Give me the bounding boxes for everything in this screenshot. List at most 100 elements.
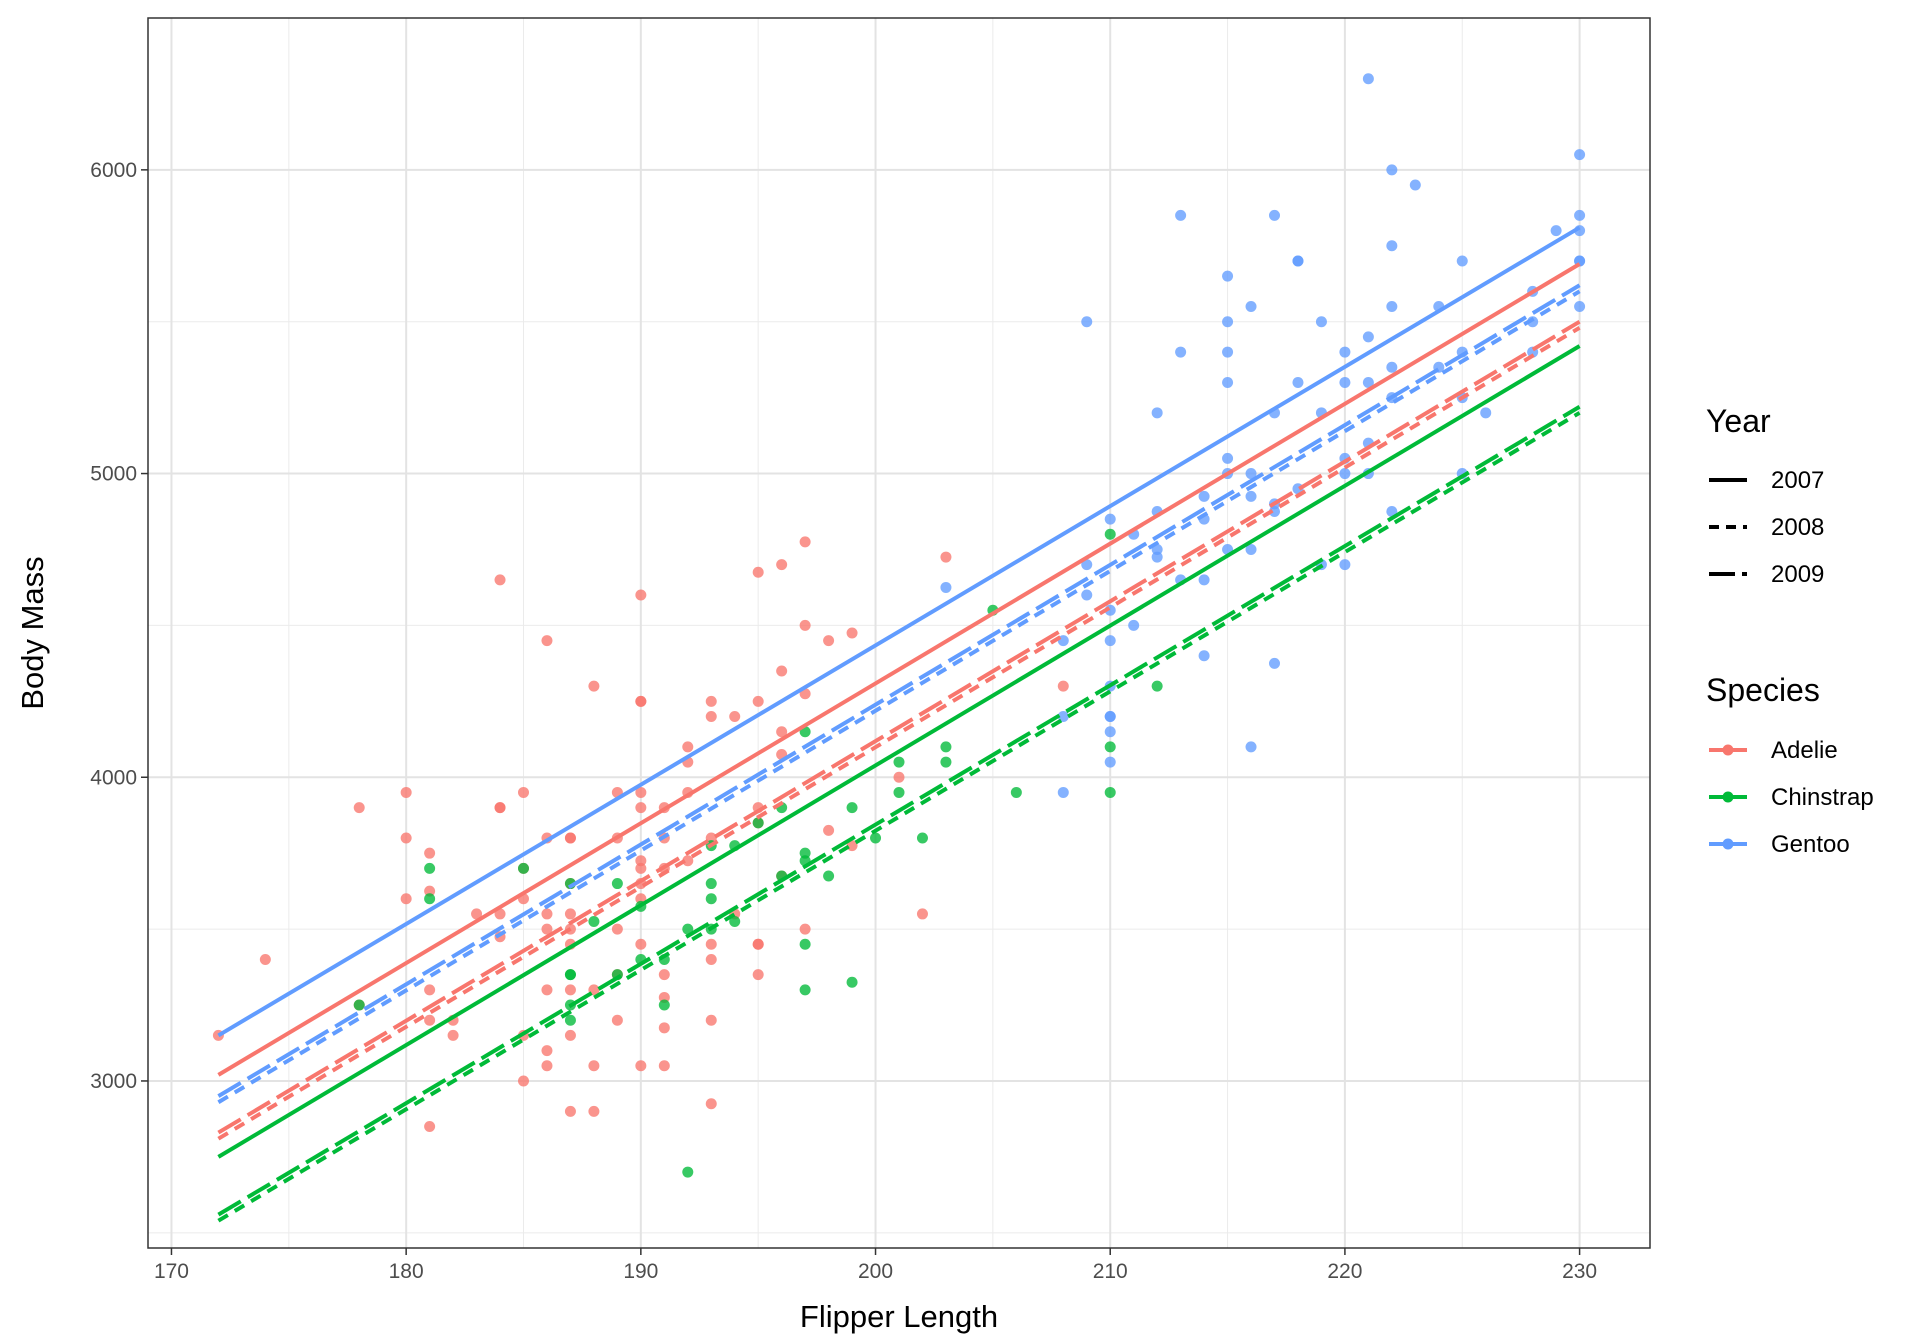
data-point-chinstrap (846, 976, 858, 988)
data-point-gentoo (1480, 407, 1492, 419)
data-point-gentoo (1128, 619, 1140, 631)
data-point-chinstrap (682, 1166, 694, 1178)
data-point-adelie (611, 923, 623, 935)
data-point-adelie (705, 953, 717, 965)
data-point-adelie (658, 991, 670, 1003)
data-point-gentoo (1292, 376, 1304, 388)
legend-label-adelie: Adelie (1771, 737, 1838, 764)
data-point-gentoo (1198, 490, 1210, 502)
data-point-adelie (564, 984, 576, 996)
data-point-adelie (588, 1105, 600, 1117)
data-point-adelie (494, 574, 506, 586)
data-point-gentoo (1269, 506, 1280, 518)
plot-panel-border (147, 17, 1651, 1249)
data-point-adelie (518, 786, 529, 798)
data-point-chinstrap (564, 1014, 576, 1026)
data-point-adelie (494, 908, 506, 920)
data-point-chinstrap (916, 832, 928, 844)
data-point-adelie (799, 536, 811, 548)
x-tick-label: 180 (389, 1260, 424, 1283)
data-point-adelie (635, 695, 647, 707)
data-point-adelie (518, 1075, 529, 1087)
data-point-gentoo (1574, 209, 1586, 221)
data-point-adelie (752, 938, 764, 950)
data-point-adelie (776, 665, 788, 677)
data-point-adelie (635, 589, 647, 601)
data-point-chinstrap (1104, 528, 1116, 540)
data-point-adelie (611, 1014, 623, 1026)
data-point-adelie (541, 1060, 553, 1072)
data-point-gentoo (1245, 741, 1257, 753)
legend-key-adelie-point (1722, 744, 1734, 756)
data-point-gentoo (1245, 490, 1257, 502)
data-point-gentoo (1339, 346, 1351, 358)
data-point-adelie (494, 802, 506, 814)
data-point-adelie (353, 802, 365, 814)
data-point-gentoo (1386, 301, 1398, 313)
data-point-gentoo (1081, 316, 1093, 328)
data-point-adelie (658, 1022, 670, 1034)
data-point-chinstrap (1151, 680, 1163, 692)
data-point-gentoo (1339, 376, 1351, 388)
data-point-gentoo (1315, 316, 1327, 328)
data-point-adelie (705, 938, 717, 950)
data-point-adelie (799, 923, 811, 935)
legend-label-2009: 2009 (1771, 561, 1824, 588)
data-point-adelie (635, 802, 647, 814)
data-point-adelie (752, 969, 764, 981)
data-point-chinstrap (799, 938, 811, 950)
x-tick-label: 210 (1093, 1260, 1128, 1283)
data-point-gentoo (1222, 452, 1234, 464)
data-point-gentoo (1456, 255, 1468, 267)
data-point-chinstrap (564, 969, 576, 981)
data-point-gentoo (1245, 301, 1257, 313)
data-point-adelie (846, 627, 858, 639)
data-point-gentoo (1550, 225, 1562, 237)
data-point-chinstrap (729, 916, 741, 928)
data-point-gentoo (1104, 513, 1116, 525)
data-point-chinstrap (518, 862, 529, 874)
data-point-adelie (541, 635, 553, 647)
x-tick-label: 220 (1327, 1260, 1362, 1283)
data-point-chinstrap (870, 832, 882, 844)
x-axis-ticks: 170 180 190 200 210 220 230 (154, 1248, 1597, 1283)
fit-line-chinstrap-2007 (217, 344, 1581, 1159)
data-point-gentoo (1104, 711, 1116, 723)
data-point-chinstrap (799, 847, 811, 859)
data-point-adelie (564, 1105, 576, 1117)
data-point-adelie (705, 695, 717, 707)
y-tick-label: 4000 (90, 766, 137, 789)
data-point-adelie (682, 855, 694, 867)
data-point-adelie (424, 885, 436, 897)
data-point-adelie (588, 1060, 600, 1072)
data-point-adelie (541, 923, 553, 935)
data-point-adelie (635, 938, 647, 950)
fit-line-chinstrap-2008 (217, 411, 1581, 1223)
major-gridlines (148, 18, 1650, 1248)
data-point-gentoo (1104, 726, 1116, 738)
fit-line-gentoo-2008 (217, 289, 1581, 1104)
fit-line-gentoo-2007 (217, 225, 1581, 1038)
legend-label-2008: 2008 (1771, 514, 1824, 541)
data-point-adelie (447, 1029, 459, 1041)
legend-year-title: Year (1706, 403, 1771, 439)
data-point-gentoo (1222, 316, 1234, 328)
data-point-gentoo (1269, 209, 1280, 221)
data-point-gentoo (1222, 376, 1234, 388)
data-point-adelie (635, 1060, 647, 1072)
data-point-adelie (635, 786, 647, 798)
data-point-adelie (564, 1029, 576, 1041)
fit-line-chinstrap-2009 (217, 405, 1581, 1217)
data-point-chinstrap (1104, 741, 1116, 753)
data-point-gentoo (1104, 756, 1116, 768)
data-point-chinstrap (752, 817, 764, 829)
data-point-chinstrap (658, 999, 670, 1011)
data-point-chinstrap (893, 786, 905, 798)
data-point-gentoo (1057, 711, 1069, 723)
data-point-adelie (776, 726, 788, 738)
data-point-chinstrap (705, 878, 717, 890)
fit-line-adelie-2008 (217, 326, 1581, 1141)
x-axis-title: Flipper Length (800, 1299, 998, 1334)
data-point-chinstrap (893, 756, 905, 768)
